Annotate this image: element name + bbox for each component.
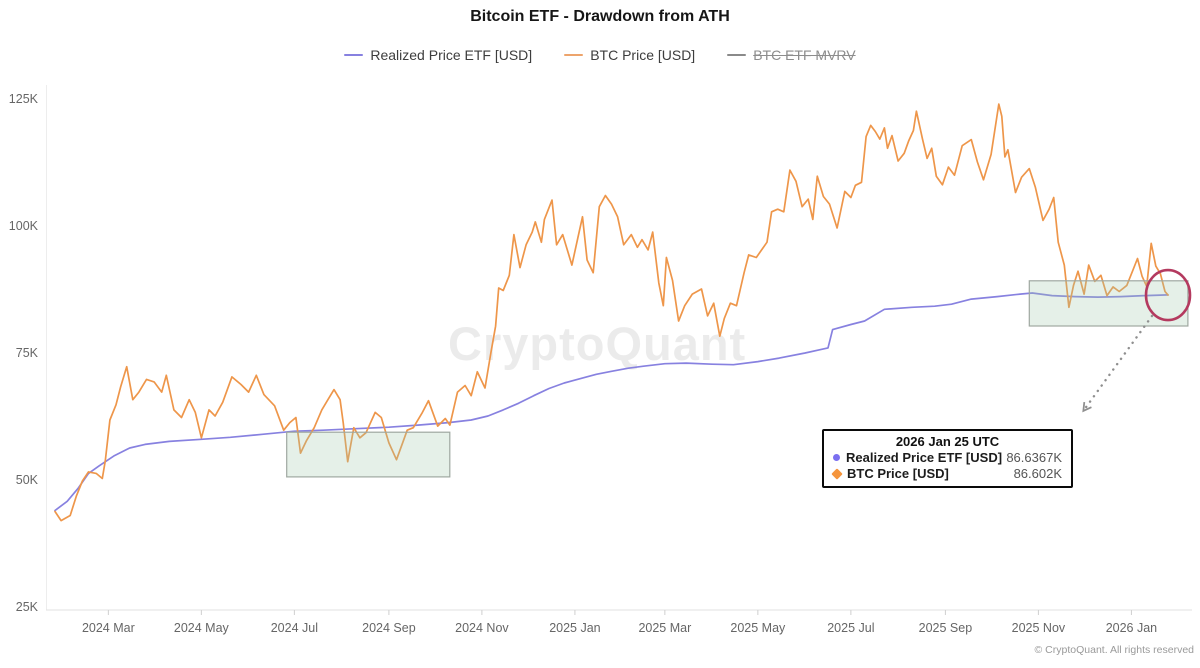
x-axis-tick-label: 2024 Nov xyxy=(455,621,509,635)
tooltip-row: Realized Price ETF [USD] 86.6367K xyxy=(833,450,1062,465)
x-axis-tickmarks xyxy=(107,610,1132,615)
legend-item[interactable]: BTC ETF MVRV xyxy=(727,47,856,63)
legend-label: Realized Price ETF [USD] xyxy=(370,47,533,63)
y-axis-tick-label: 25K xyxy=(15,600,38,614)
chart-tooltip: 2026 Jan 25 UTC Realized Price ETF [USD]… xyxy=(822,429,1073,488)
x-axis-tick-label: 2025 Mar xyxy=(638,621,692,635)
legend-swatch-btc-price xyxy=(564,53,584,57)
btc-price-line xyxy=(54,103,1169,522)
tooltip-row: BTC Price [USD] 86.602K xyxy=(831,466,1062,481)
y-axis-tick-label: 100K xyxy=(8,219,38,233)
x-axis-tick-label: 2025 May xyxy=(730,621,786,635)
dotted-arrow-annotation xyxy=(1082,314,1154,413)
y-axis-tick-label: 50K xyxy=(15,473,38,487)
x-axis-tick-label: 2025 Jul xyxy=(827,621,875,635)
realized-price-etf-line xyxy=(54,292,1169,512)
y-axis-tick-label: 125K xyxy=(8,92,38,106)
tooltip-value: 86.602K xyxy=(1013,466,1062,481)
x-axis-tick-label: 2024 Sep xyxy=(362,621,416,635)
tooltip-label: BTC Price [USD] xyxy=(847,466,949,481)
red-circle-annotation xyxy=(1144,268,1192,322)
x-axis-tick-label: 2025 Sep xyxy=(918,621,973,635)
x-axis-tick-label: 2024 Jul xyxy=(270,621,318,635)
x-axis-tick-label: 2025 Jan xyxy=(549,621,601,635)
highlight-box-2024-accumulation xyxy=(286,431,451,478)
chart-legend: Realized Price ETF [USD] BTC Price [USD]… xyxy=(0,47,1200,63)
x-axis-tick-label: 2024 May xyxy=(173,621,229,635)
tooltip-value: 86.6367K xyxy=(1006,450,1062,465)
orange-diamond-icon xyxy=(831,467,843,480)
legend-label: BTC Price [USD] xyxy=(590,47,696,63)
y-axis-tick-label: 75K xyxy=(15,346,38,360)
legend-swatch-realized-price xyxy=(344,53,364,57)
legend-item[interactable]: BTC Price [USD] xyxy=(564,47,695,63)
legend-label: BTC ETF MVRV xyxy=(753,47,856,63)
copyright-notice: © CryptoQuant. All rights reserved xyxy=(1034,644,1194,656)
page-title: Bitcoin ETF - Drawdown from ATH xyxy=(470,8,730,25)
x-axis-tick-label: 2026 Jan xyxy=(1105,621,1158,635)
tooltip-date: 2026 Jan 25 UTC xyxy=(895,434,1000,449)
x-axis-tick-label: 2024 Mar xyxy=(81,621,135,635)
legend-item[interactable]: Realized Price ETF [USD] xyxy=(344,47,532,63)
cryptoquant-watermark: CryptoQuant xyxy=(448,317,747,370)
x-axis-tick-label: 2025 Nov xyxy=(1011,621,1066,635)
tooltip-label: Realized Price ETF [USD] xyxy=(846,450,1003,465)
legend-swatch-btc-etf-mvrv xyxy=(727,53,747,57)
purple-dot-icon xyxy=(833,454,840,461)
